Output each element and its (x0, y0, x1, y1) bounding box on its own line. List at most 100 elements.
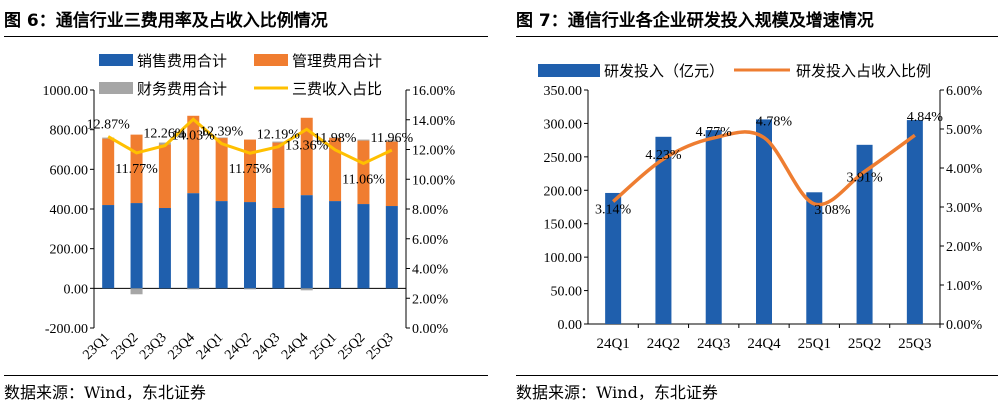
figure-7-panel: 图 7：通信行业各企业研发投入规模及增速情况 研发投入（亿元） 研发投入占收入比例… (516, 0, 998, 406)
x-tick-label: 23Q4 (165, 330, 198, 363)
left-tick-label: 400.00 (50, 203, 89, 218)
bar-财务费用合计 (215, 137, 228, 139)
bar-销售费用合计 (130, 203, 143, 289)
bar-销售费用合计 (187, 193, 200, 289)
right-tick-label: 4.00% (412, 263, 449, 278)
legend-swatch (99, 82, 133, 94)
bar-rd-investment (605, 192, 622, 324)
data-label: 3.14% (595, 203, 632, 218)
bar-财务费用合计 (158, 142, 171, 145)
bar-销售费用合计 (300, 195, 313, 289)
right-tick-label: 12.00% (412, 144, 456, 159)
legend-label: 销售费用合计 (137, 53, 227, 70)
bar-rd-investment (655, 136, 672, 324)
bar-管理费用合计 (244, 139, 256, 203)
left-tick-label: 1000.00 (43, 84, 89, 99)
legend-label: 三费收入占比 (292, 81, 382, 98)
data-label: 13.36% (285, 138, 329, 153)
bar-管理费用合计 (329, 137, 342, 202)
bar-财务费用合计 (130, 288, 143, 295)
figure-7-bottom-rule (516, 375, 998, 376)
right-tick-label: 14.00% (412, 114, 456, 129)
bar-rd-investment (705, 130, 722, 324)
right-tick-label: 2.00% (412, 292, 449, 307)
data-label: 11.77% (115, 162, 158, 177)
data-label: 12.87% (87, 118, 131, 133)
right-tick-label: 6.00% (412, 233, 449, 248)
bar-销售费用合计 (158, 208, 171, 289)
bar-管理费用合计 (385, 141, 398, 207)
data-label: 3.08% (814, 203, 851, 218)
x-tick-label: 25Q2 (848, 336, 881, 352)
bar-销售费用合计 (244, 202, 256, 289)
left-tick-label: 100.00 (544, 251, 583, 266)
bar-销售费用合计 (329, 201, 342, 289)
line-series-three-fee-ratio (107, 117, 393, 166)
right-tick-label: 8.00% (412, 203, 449, 218)
bar-财务费用合计 (385, 139, 398, 142)
left-tick-label: -200.00 (45, 322, 88, 337)
right-tick-label: 10.00% (412, 173, 456, 188)
figure-6-panel: 图 6：通信行业三费用率及占收入比例情况 销售费用合计 管理费用合计 财务费用合计 三… (4, 0, 488, 406)
bar-财务费用合计 (244, 288, 256, 290)
figure-6-title: 图 6：通信行业三费用率及占收入比例情况 (4, 11, 328, 31)
bar-管理费用合计 (272, 142, 285, 209)
figure-6-bottom-rule (4, 375, 488, 376)
x-tick-label: 25Q1 (798, 336, 831, 352)
left-tick-label: 0.00 (64, 282, 89, 297)
right-tick-label: 2.00% (946, 240, 983, 255)
bar-管理费用合计 (158, 144, 171, 209)
bar-销售费用合计 (272, 208, 285, 289)
left-tick-label: 300.00 (544, 117, 583, 132)
data-label: 11.06% (342, 172, 385, 187)
bar-销售费用合计 (357, 204, 370, 289)
bar-rd-investment (806, 192, 823, 324)
x-tick-label: 24Q1 (194, 330, 227, 363)
bar-管理费用合计 (187, 115, 200, 194)
left-tick-label: 200.00 (50, 243, 89, 258)
x-tick-label: 24Q4 (747, 336, 781, 352)
x-tick-label: 24Q2 (222, 330, 255, 363)
legend-swatch (99, 54, 133, 66)
x-tick-label: 24Q3 (697, 336, 730, 352)
figure-7-top-rule (516, 36, 998, 37)
legend-label: 研发投入（亿元） (604, 63, 724, 80)
right-tick-label: 3.00% (946, 201, 983, 216)
x-tick-label: 24Q1 (596, 336, 629, 352)
x-tick-label: 25Q3 (898, 336, 931, 352)
bar-rd-investment (756, 119, 772, 324)
left-tick-label: 50.00 (551, 285, 583, 300)
x-tick-label: 25Q2 (336, 330, 369, 363)
left-tick-label: 150.00 (544, 218, 583, 233)
data-label: 3.91% (846, 171, 883, 186)
left-tick-label: 250.00 (544, 151, 583, 166)
figure-6-source: 数据来源：Wind，东北证券 (4, 383, 206, 402)
right-tick-label: 0.00% (946, 318, 983, 333)
right-tick-label: 4.00% (946, 162, 983, 177)
data-label: 11.98% (314, 131, 357, 146)
figure-6-top-rule (4, 36, 488, 37)
bar-销售费用合计 (102, 205, 115, 289)
right-tick-label: 1.00% (946, 279, 983, 294)
bar-rd-investment (906, 120, 923, 324)
line-series-rd-ratio (612, 130, 916, 207)
bar-管理费用合计 (102, 138, 115, 206)
data-label: 4.23% (645, 148, 682, 163)
left-tick-label: 350.00 (544, 84, 583, 99)
bar-销售费用合计 (385, 206, 398, 289)
x-tick-label: 24Q4 (279, 330, 312, 363)
bar-财务费用合计 (272, 141, 285, 143)
data-label: 4.78% (756, 115, 793, 130)
x-tick-label: 25Q3 (364, 330, 397, 363)
left-tick-label: 0.00 (558, 318, 583, 333)
legend-swatch (538, 64, 600, 77)
data-label: 14.03% (172, 128, 216, 143)
figure-7-source: 数据来源：Wind，东北证券 (516, 383, 718, 402)
legend-swatch (254, 54, 288, 66)
data-label: 12.39% (200, 125, 244, 140)
data-label: 12.19% (257, 128, 301, 143)
right-tick-label: 16.00% (412, 84, 456, 99)
x-tick-label: 25Q1 (307, 330, 340, 363)
bar-管理费用合计 (357, 140, 370, 205)
